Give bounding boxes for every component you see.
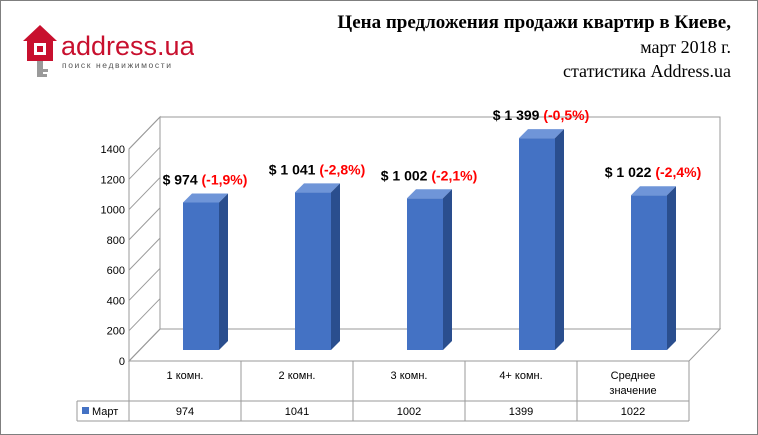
bar [631, 186, 676, 350]
bar-front [295, 192, 331, 350]
bar-top [519, 129, 564, 139]
data-label-change: (-0,5%) [543, 107, 589, 123]
bar-front [183, 202, 219, 350]
data-label: $ 1 002 (-2,1%) [381, 167, 478, 183]
x-category-label-line: Среднее [611, 370, 656, 382]
x-category-label: 2 комн. [279, 370, 316, 382]
chart-title-block: Цена предложения продажи квартир в Киеве… [337, 11, 731, 83]
bar-top [407, 189, 452, 199]
data-label-price: $ 1 022 [605, 164, 656, 180]
bar-side [555, 129, 564, 350]
side-wall [128, 115, 161, 363]
bar-side [219, 193, 228, 350]
bar-front [407, 198, 443, 350]
y-tick-label: 1000 [101, 205, 125, 217]
y-gridline [128, 146, 161, 180]
logo-tagline: поиск недвижимости [62, 60, 173, 70]
house-key-icon [23, 25, 57, 77]
legend-swatch [82, 407, 89, 414]
bar-side [667, 186, 676, 350]
y-tick-label: 1400 [101, 144, 125, 156]
logo-brand: address.ua [61, 31, 194, 61]
bar-front [631, 195, 667, 350]
data-label-change: (-2,4%) [655, 164, 701, 180]
y-gridline [128, 298, 161, 332]
bars [183, 129, 676, 350]
data-label: $ 1 399 (-0,5%) [493, 107, 590, 123]
bar-side [331, 183, 340, 350]
chart-subtitle-source: статистика Address.ua [562, 61, 731, 81]
address-ua-logo: address.ua поиск недвижимости [23, 25, 194, 77]
data-label-price: $ 974 [163, 172, 202, 188]
data-label: $ 1 022 (-2,4%) [605, 164, 702, 180]
y-gridline [128, 116, 161, 150]
y-tick-label: 600 [107, 265, 125, 277]
y-axis: 0 200 400 600 800 1000 1200 1400 [101, 116, 161, 368]
y-tick-label: 0 [119, 356, 125, 368]
legend-series-name: Март [92, 406, 118, 418]
table-value: 1022 [621, 406, 645, 418]
y-tick-label: 400 [107, 295, 125, 307]
data-label-price: $ 1 041 [269, 161, 320, 177]
bar-front [519, 138, 555, 350]
data-label-change: (-1,9%) [202, 172, 248, 188]
table-value: 1002 [397, 406, 421, 418]
chart-title: Цена предложения продажи квартир в Киеве… [337, 12, 731, 33]
data-label-change: (-2,8%) [319, 161, 365, 177]
bar [407, 189, 452, 350]
y-tick-label: 800 [107, 235, 125, 247]
data-label-change: (-2,1%) [431, 167, 477, 183]
data-label: $ 1 041 (-2,8%) [269, 161, 366, 177]
bar-top [295, 183, 340, 193]
x-category-label: 4+ комн. [499, 370, 542, 382]
data-labels: $ 974 (-1,9%) $ 1 041 (-2,8%) $ 1 002 (-2,… [163, 107, 702, 187]
y-tick-label: 1200 [101, 174, 125, 186]
bar-top [631, 186, 676, 196]
chart-subtitle-date: март 2018 г. [640, 37, 731, 57]
bar [295, 183, 340, 350]
table-value: 974 [176, 406, 194, 418]
table-value: 1399 [509, 406, 533, 418]
y-gridline [128, 177, 161, 210]
x-category-label: 3 комн. [391, 370, 428, 382]
data-label-price: $ 1 399 [493, 107, 544, 123]
table-value: 1041 [285, 406, 309, 418]
bar [183, 193, 228, 350]
y-gridline [128, 237, 161, 271]
data-label: $ 974 (-1,9%) [163, 172, 248, 188]
x-category-label-line: значение [609, 385, 656, 397]
x-category-label: Среднее значение [609, 370, 656, 397]
data-table: 1 комн. 974 2 комн. 1041 3 комн. 1002 4+ комн.… [76, 361, 690, 422]
y-gridline [128, 328, 161, 362]
data-label-price: $ 1 002 [381, 167, 432, 183]
bar-side [443, 189, 452, 350]
bar [519, 129, 564, 350]
y-gridline [128, 268, 161, 301]
x-category-label: 1 комн. [167, 370, 204, 382]
bar-top [183, 193, 228, 203]
y-tick-label: 200 [107, 326, 125, 338]
y-gridline [128, 207, 161, 241]
